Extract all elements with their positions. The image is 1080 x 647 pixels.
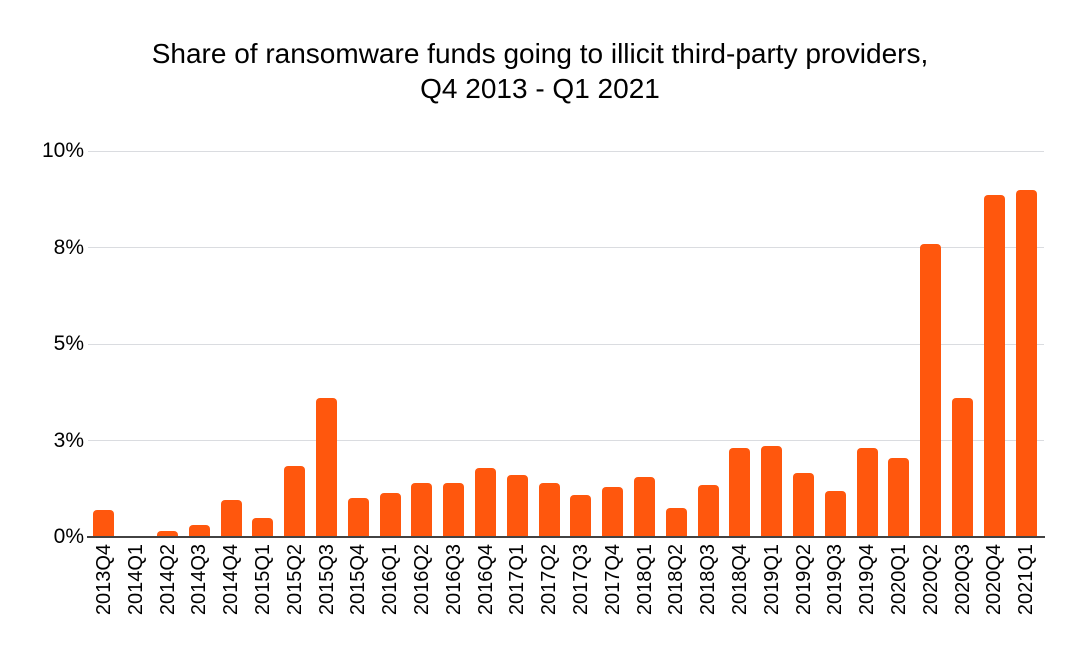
bar-2020Q3: [952, 398, 973, 537]
x-axis-label-2015Q4: 2015Q4: [347, 544, 370, 616]
y-axis-tick-label: 8%: [53, 235, 84, 259]
bar-2014Q2: [157, 531, 178, 537]
x-axis-label-2020Q3: 2020Q3: [951, 544, 974, 616]
bar-2019Q3: [824, 490, 846, 537]
bar-2019Q1: [761, 446, 783, 537]
bar-2020Q1: [888, 457, 910, 537]
x-axis-label-2015Q2: 2015Q2: [283, 544, 306, 616]
bar-2019Q4: [856, 448, 878, 537]
bar-2017Q1: [506, 475, 528, 537]
gridline: [88, 247, 1044, 248]
chart-title-line-1: Share of ransomware funds going to illic…: [151, 38, 929, 69]
x-axis-label-2016Q2: 2016Q2: [410, 544, 433, 616]
x-axis-label-2018Q4: 2018Q4: [728, 544, 751, 616]
gridline: [88, 343, 1044, 345]
x-axis-label-2017Q2: 2017Q2: [538, 544, 561, 616]
bar-2020Q2: [920, 243, 942, 537]
x-axis-label-2018Q2: 2018Q2: [665, 544, 688, 616]
bar-2019Q2: [793, 473, 814, 537]
x-axis-label-2020Q4: 2020Q4: [983, 544, 1006, 616]
bar-2016Q4: [475, 467, 496, 537]
x-axis-label-2013Q4: 2013Q4: [92, 544, 115, 616]
bar-2015Q1: [252, 517, 274, 537]
y-axis-tick-label: 10%: [41, 139, 84, 162]
bar-2021Q1: [1015, 189, 1037, 537]
bar-2018Q2: [665, 508, 687, 537]
y-axis-tick-label: 3%: [53, 428, 84, 452]
x-axis-label-2019Q4: 2019Q4: [856, 544, 879, 616]
x-axis-label-2017Q1: 2017Q1: [506, 544, 529, 616]
bar-2016Q2: [411, 482, 433, 537]
x-axis-label-2019Q3: 2019Q3: [824, 544, 847, 616]
x-axis-label-2014Q4: 2014Q4: [220, 544, 243, 616]
bar-2014Q4: [220, 500, 242, 537]
bar-2015Q4: [347, 498, 369, 537]
x-axis-label-2018Q1: 2018Q1: [633, 544, 656, 616]
y-axis-tick-label: 0%: [53, 525, 84, 548]
x-axis-label-2016Q1: 2016Q1: [379, 544, 402, 616]
bar-2015Q3: [316, 398, 337, 537]
bar-2018Q4: [729, 448, 751, 537]
x-axis-line: [87, 535, 1045, 538]
gridline: [88, 150, 1044, 152]
x-axis-label-2019Q2: 2019Q2: [792, 544, 815, 616]
chart-title-line-2: Q4 2013 - Q1 2021: [420, 73, 660, 104]
x-axis-label-2020Q2: 2020Q2: [919, 544, 942, 616]
x-axis-label-2015Q3: 2015Q3: [315, 544, 338, 616]
x-axis-label-2014Q3: 2014Q3: [188, 544, 211, 616]
x-axis-label-2016Q3: 2016Q3: [442, 544, 465, 616]
bar-2018Q1: [634, 477, 655, 537]
x-axis-label-2017Q3: 2017Q3: [569, 544, 592, 616]
bar-2013Q4: [93, 509, 115, 537]
x-axis-label-2019Q1: 2019Q1: [760, 544, 783, 616]
bar-2016Q3: [443, 482, 465, 537]
x-axis-label-2014Q1: 2014Q1: [124, 544, 147, 616]
x-axis-label-2014Q2: 2014Q2: [156, 544, 179, 616]
chart-title: Share of ransomware funds going to illic…: [0, 36, 1080, 106]
y-axis-tick-label: 5%: [53, 332, 84, 355]
x-axis-label-2015Q1: 2015Q1: [251, 544, 274, 616]
bar-2017Q2: [538, 482, 560, 537]
bar-2017Q4: [602, 486, 624, 537]
x-axis-label-2017Q4: 2017Q4: [601, 544, 624, 616]
x-axis-label-2016Q4: 2016Q4: [474, 544, 497, 616]
x-axis-label-2018Q3: 2018Q3: [697, 544, 720, 616]
bar-2016Q1: [379, 492, 401, 537]
x-axis-label-2021Q1: 2021Q1: [1015, 544, 1038, 616]
bar-2020Q4: [983, 195, 1005, 537]
bar-2014Q3: [188, 525, 210, 537]
bar-2017Q3: [570, 494, 592, 537]
gridline: [88, 440, 1044, 441]
bar-2018Q3: [697, 484, 719, 537]
x-axis-label-2020Q1: 2020Q1: [887, 544, 910, 616]
bar-2015Q2: [284, 465, 306, 537]
